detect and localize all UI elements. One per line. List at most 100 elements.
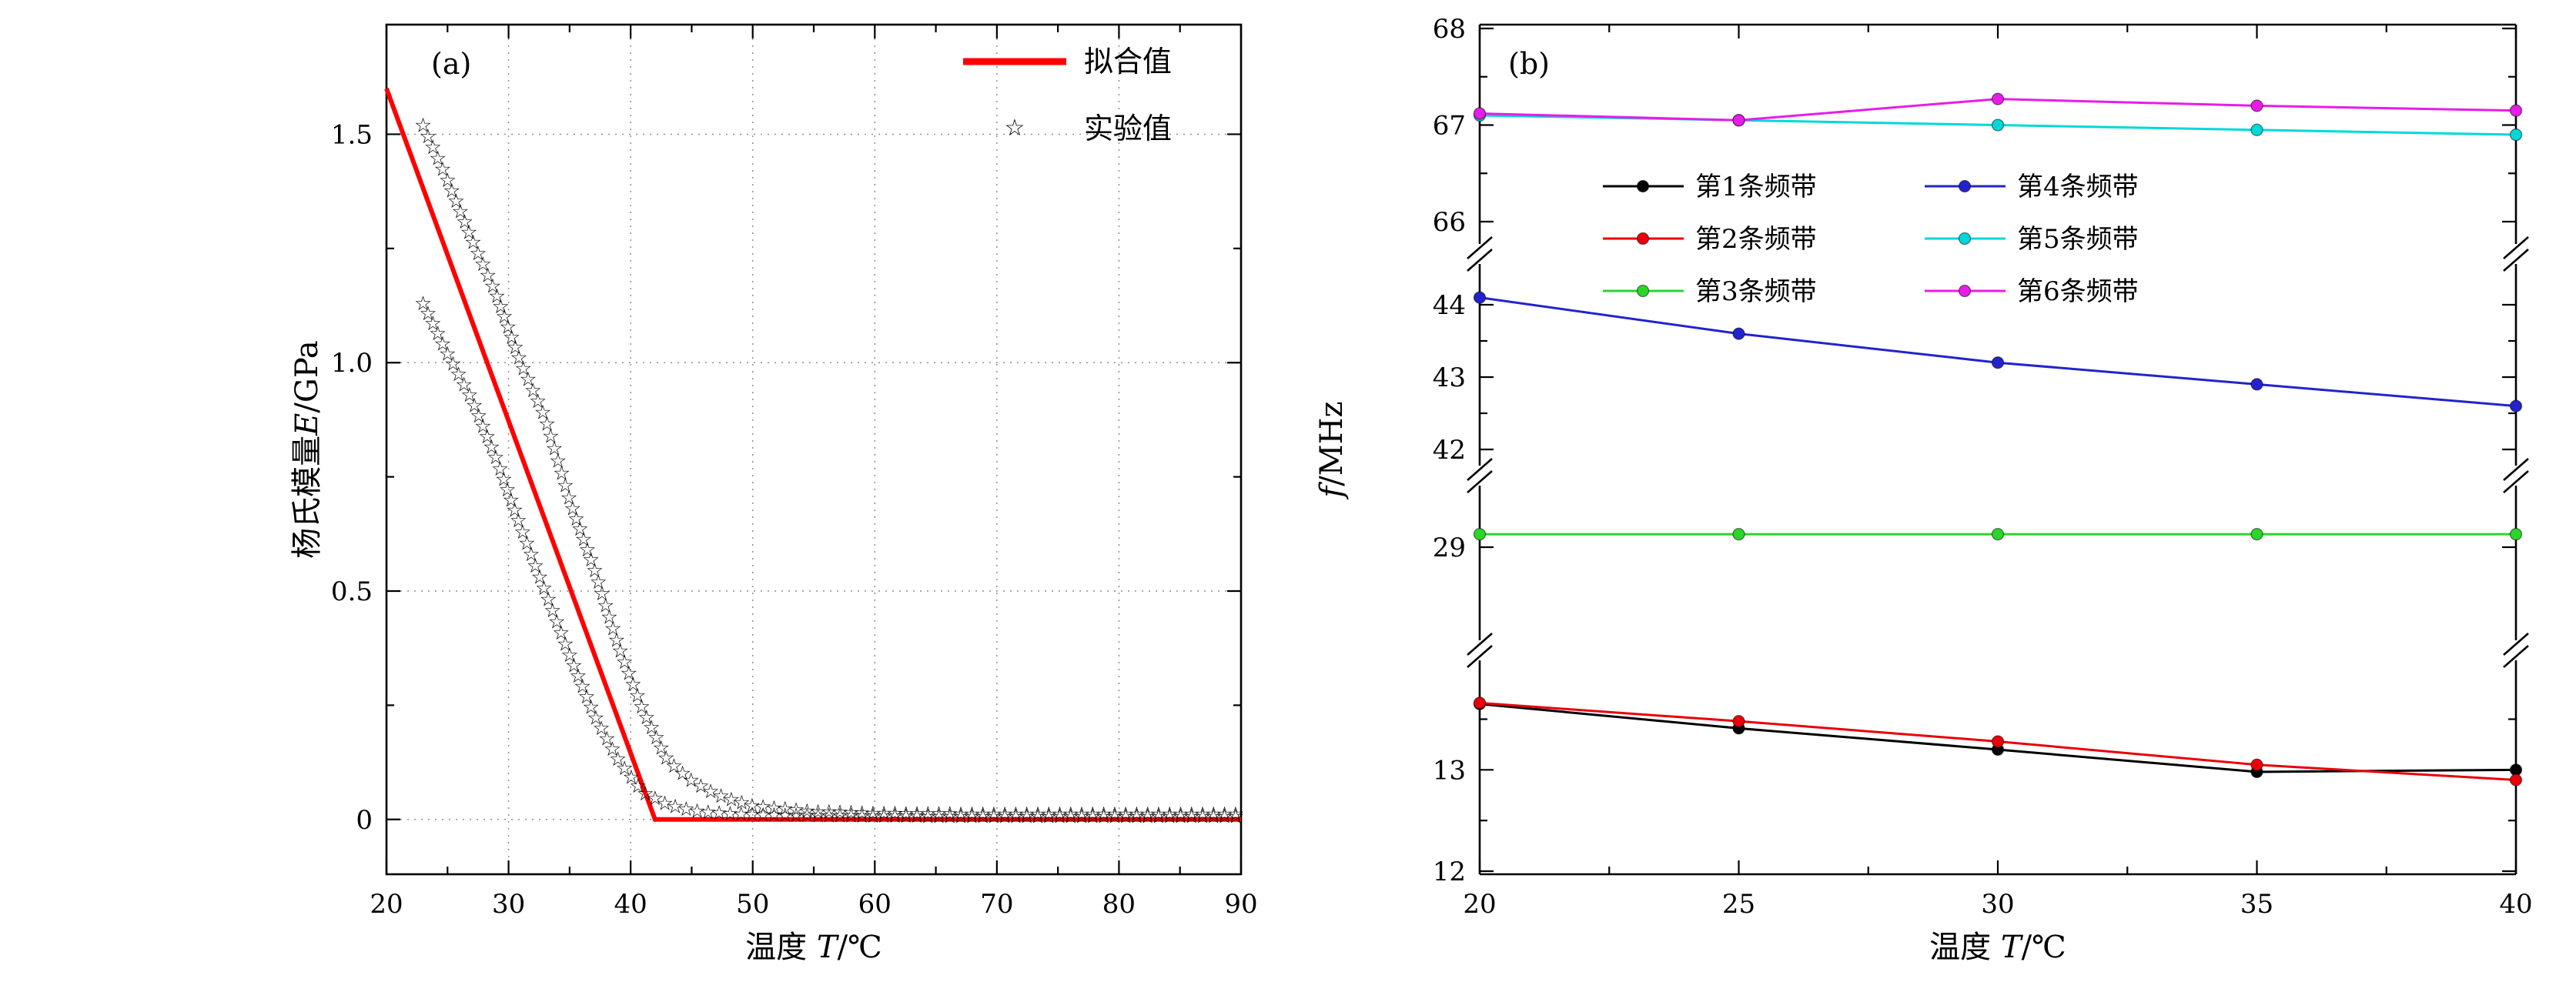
panel-b: 12 13 29 42 43 44 66 67 68 20 25 30 35 40 温度 T/℃ f/MHz (… (1288, 0, 2576, 982)
svg-text:☆: ☆ (487, 446, 504, 469)
svg-text:☆: ☆ (864, 805, 882, 828)
ticks (385, 25, 1243, 874)
svg-text:☆: ☆ (574, 528, 592, 551)
legend-marker-icon (1958, 179, 1972, 193)
svg-text:☆: ☆ (414, 292, 432, 316)
svg-text:☆: ☆ (886, 805, 904, 828)
legend-label: 第6条频带 (2017, 276, 2139, 307)
svg-text:☆: ☆ (864, 802, 882, 825)
experimental-star-series-2: ☆☆☆☆☆☆☆☆☆☆☆☆☆☆☆☆☆☆☆☆☆☆☆☆☆☆☆☆☆☆☆☆☆☆☆☆☆☆☆☆… (414, 292, 1245, 829)
svg-text:☆: ☆ (1193, 803, 1211, 827)
svg-text:35: 35 (2240, 889, 2273, 920)
svg-text:43: 43 (1433, 362, 1466, 393)
svg-text:☆: ☆ (1029, 803, 1046, 827)
svg-text:☆: ☆ (578, 539, 596, 562)
svg-text:☆: ☆ (506, 499, 524, 523)
panel-a-svg: 20 30 40 50 60 70 80 90 0 0.5 1.0 1.5 温度 T/℃ 杨氏模量E/GP… (289, 23, 1258, 965)
svg-text:☆: ☆ (743, 803, 761, 827)
svg-text:☆: ☆ (996, 806, 1014, 829)
svg-text:☆: ☆ (1149, 803, 1167, 827)
svg-text:☆: ☆ (1029, 806, 1046, 829)
svg-text:☆: ☆ (688, 800, 706, 823)
svg-text:☆: ☆ (514, 521, 531, 544)
svg-text:☆: ☆ (908, 805, 925, 828)
svg-text:☆: ☆ (1128, 803, 1146, 827)
svg-text:☆: ☆ (1072, 806, 1090, 829)
svg-text:☆: ☆ (483, 276, 501, 299)
legend-marker-icon (1636, 284, 1650, 298)
ticks (1478, 25, 2517, 874)
svg-text:☆: ☆ (439, 169, 457, 192)
svg-text:☆: ☆ (637, 783, 654, 806)
svg-text:44: 44 (1433, 290, 1466, 321)
svg-text:☆: ☆ (646, 787, 664, 810)
svg-text:50: 50 (736, 889, 769, 920)
svg-text:☆: ☆ (1095, 806, 1112, 829)
svg-text:☆: ☆ (620, 663, 637, 686)
svg-text:☆: ☆ (701, 780, 719, 803)
svg-text:☆: ☆ (656, 793, 674, 816)
svg-text:☆: ☆ (530, 566, 548, 589)
svg-text:☆: ☆ (776, 804, 794, 827)
svg-text:☆: ☆ (503, 326, 520, 349)
svg-text:☆: ☆ (443, 179, 460, 202)
svg-text:☆: ☆ (1084, 806, 1102, 829)
legend-label: 第3条频带 (1695, 276, 1817, 307)
svg-text:☆: ☆ (1040, 803, 1058, 827)
svg-text:40: 40 (2499, 889, 2532, 920)
svg-text:☆: ☆ (624, 673, 642, 696)
svg-text:☆: ☆ (809, 800, 827, 823)
svg-text:☆: ☆ (439, 342, 457, 366)
svg-text:☆: ☆ (450, 363, 467, 386)
svg-text:☆: ☆ (455, 373, 473, 396)
series-band-2 (1473, 696, 2523, 787)
fit-line-series (384, 88, 1241, 822)
svg-text:☆: ☆ (722, 788, 740, 811)
svg-text:☆: ☆ (433, 332, 451, 356)
svg-text:80: 80 (1102, 889, 1136, 920)
svg-text:☆: ☆ (1051, 803, 1069, 827)
svg-text:☆: ☆ (754, 803, 772, 827)
svg-text:42: 42 (1433, 435, 1466, 466)
svg-text:☆: ☆ (593, 583, 611, 606)
tick-labels: 20 30 40 50 60 70 80 90 0 0.5 1.0 1.5 (331, 119, 1258, 920)
svg-text:☆: ☆ (1216, 803, 1233, 827)
svg-text:☆: ☆ (557, 475, 574, 498)
svg-text:☆: ☆ (582, 549, 600, 572)
svg-text:☆: ☆ (1139, 806, 1156, 829)
svg-text:☆: ☆ (519, 369, 537, 392)
svg-text:☆: ☆ (1139, 803, 1156, 827)
svg-text:☆: ☆ (565, 655, 583, 678)
svg-text:☆: ☆ (1226, 803, 1244, 827)
svg-text:☆: ☆ (567, 508, 585, 531)
svg-text:☆: ☆ (1007, 803, 1025, 827)
svg-text:☆: ☆ (1106, 803, 1123, 827)
svg-text:☆: ☆ (941, 805, 958, 828)
svg-text:☆: ☆ (1205, 803, 1223, 827)
svg-text:☆: ☆ (1095, 803, 1112, 827)
svg-text:☆: ☆ (1172, 803, 1189, 827)
svg-text:☆: ☆ (514, 357, 532, 380)
panel-b-svg: 12 13 29 42 43 44 66 67 68 20 25 30 35 40 温度 T/℃ f/MHz (… (1314, 14, 2533, 965)
svg-text:☆: ☆ (424, 136, 442, 159)
svg-text:☆: ☆ (985, 803, 1002, 827)
svg-text:☆: ☆ (464, 232, 482, 255)
svg-text:☆: ☆ (985, 806, 1002, 829)
svg-text:☆: ☆ (1149, 806, 1167, 829)
legend-marker-icon (1958, 232, 1972, 246)
axis-break-marks (1467, 236, 2529, 668)
svg-text:☆: ☆ (963, 805, 981, 828)
svg-text:☆: ☆ (633, 696, 651, 719)
svg-text:☆: ☆ (919, 803, 937, 826)
svg-text:☆: ☆ (456, 211, 473, 234)
svg-text:☆: ☆ (495, 306, 513, 329)
svg-text:40: 40 (614, 889, 647, 920)
svg-text:☆: ☆ (628, 685, 646, 708)
legend-marker-icon (1636, 232, 1650, 246)
series-band-6 (1473, 92, 2523, 127)
svg-text:☆: ☆ (1161, 806, 1179, 829)
tick-labels: 12 13 29 42 43 44 66 67 68 20 25 30 35 40 (1433, 14, 2533, 920)
svg-text:☆: ☆ (544, 600, 561, 623)
legend: 拟合值 ☆ 实验值 (963, 45, 1172, 145)
legend-marker-icon (1636, 179, 1650, 193)
